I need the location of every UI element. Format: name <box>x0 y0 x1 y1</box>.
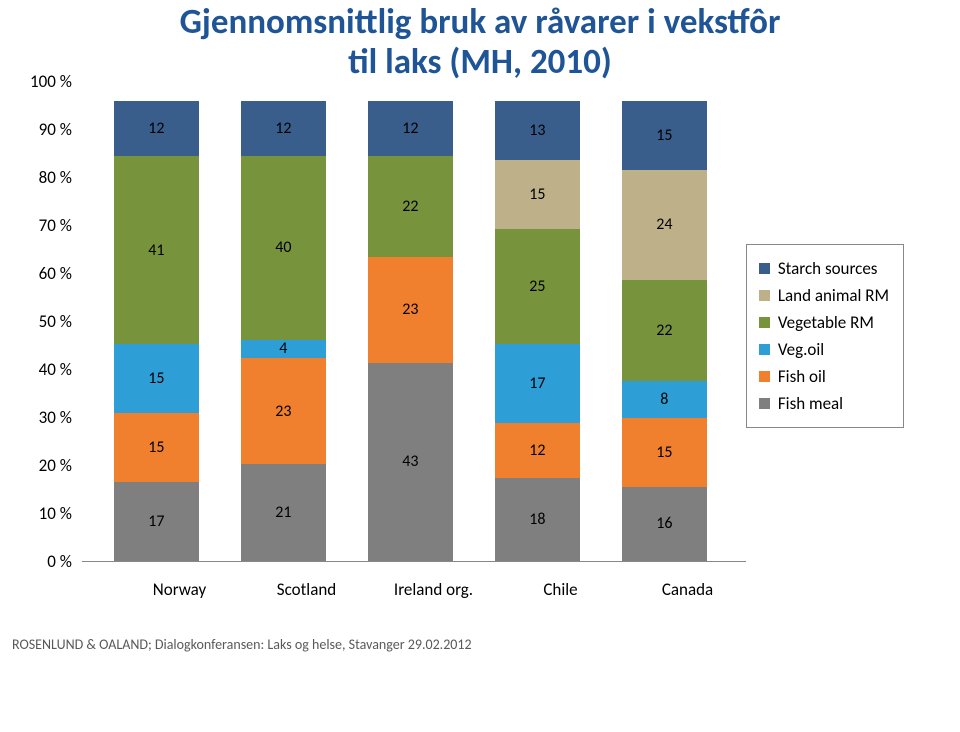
x-tick-label: Chile <box>518 579 603 600</box>
segment: 41 <box>114 156 199 345</box>
footer-citation: ROSENLUND & OALAND; Dialogkonferansen: L… <box>0 636 960 653</box>
legend-label: Starch sources <box>778 258 878 279</box>
segment: 21 <box>241 464 326 561</box>
segment: 15 <box>114 344 199 413</box>
legend-label: Veg.oil <box>778 339 824 360</box>
legend-box: Starch sources Land animal RM Vegetable RM… <box>746 244 904 428</box>
legend-item: Vegetable RM <box>759 309 889 336</box>
segment: 12 <box>241 101 326 156</box>
legend-swatch <box>759 371 770 382</box>
segment: 12 <box>368 101 453 156</box>
x-axis-labels: Norway Scotland Ireland org. Chile Canada <box>105 571 769 600</box>
x-tick-label: Canada <box>645 579 730 600</box>
chart-title: Gjennomsnittlig bruk av råvarer i vekstf… <box>0 2 960 83</box>
legend-label: Vegetable RM <box>778 312 874 333</box>
segment: 12 <box>495 423 580 478</box>
bar: 16158222415 <box>622 101 707 561</box>
legend-item: Starch sources <box>759 255 889 282</box>
chart-area: 100 %90 %80 %70 %60 %50 %40 %30 %20 %10 … <box>0 101 960 571</box>
segment: 43 <box>368 363 453 561</box>
bar: 43232212 <box>368 101 453 561</box>
segment: 22 <box>622 280 707 381</box>
segment: 8 <box>622 381 707 418</box>
y-axis: 100 %90 %80 %70 %60 %50 %40 %30 %20 %10 … <box>30 91 82 571</box>
segment: 18 <box>495 478 580 561</box>
segment: 17 <box>114 482 199 560</box>
legend-swatch <box>759 398 770 409</box>
segment: 15 <box>622 101 707 170</box>
segment: 40 <box>241 156 326 340</box>
chart-title-line1: Gjennomsnittlig bruk av råvarer i vekstf… <box>0 2 960 42</box>
segment: 13 <box>495 101 580 161</box>
segment: 4 <box>241 340 326 358</box>
legend-label: Land animal RM <box>778 285 889 306</box>
segment: 16 <box>622 487 707 561</box>
segment: 25 <box>495 229 580 344</box>
segment: 15 <box>114 413 199 482</box>
legend-swatch <box>759 344 770 355</box>
legend-item: Veg.oil <box>759 336 889 363</box>
x-tick-label: Norway <box>137 579 222 600</box>
legend-item: Fish oil <box>759 363 889 390</box>
plot-area: 1715154112212344012432322121812172515131… <box>82 101 746 562</box>
bar: 181217251513 <box>495 101 580 561</box>
segment: 15 <box>622 418 707 487</box>
x-tick-label: Scotland <box>264 579 349 600</box>
legend-label: Fish oil <box>778 366 826 387</box>
chart-title-line2: til laks (MH, 2010) <box>0 42 960 82</box>
segment: 24 <box>622 170 707 280</box>
legend-container: Starch sources Land animal RM Vegetable RM… <box>746 101 950 571</box>
legend-swatch <box>759 290 770 301</box>
x-tick-label: Ireland org. <box>391 579 476 600</box>
legend-label: Fish meal <box>778 393 843 414</box>
bar: 1715154112 <box>114 101 199 561</box>
segment: 22 <box>368 156 453 257</box>
legend-swatch <box>759 317 770 328</box>
legend-swatch <box>759 263 770 274</box>
legend-item: Fish meal <box>759 390 889 417</box>
segment: 23 <box>368 257 453 363</box>
segment: 12 <box>114 101 199 156</box>
segment: 17 <box>495 344 580 422</box>
segment: 15 <box>495 160 580 229</box>
segment: 23 <box>241 358 326 464</box>
bar: 212344012 <box>241 101 326 561</box>
legend-item: Land animal RM <box>759 282 889 309</box>
